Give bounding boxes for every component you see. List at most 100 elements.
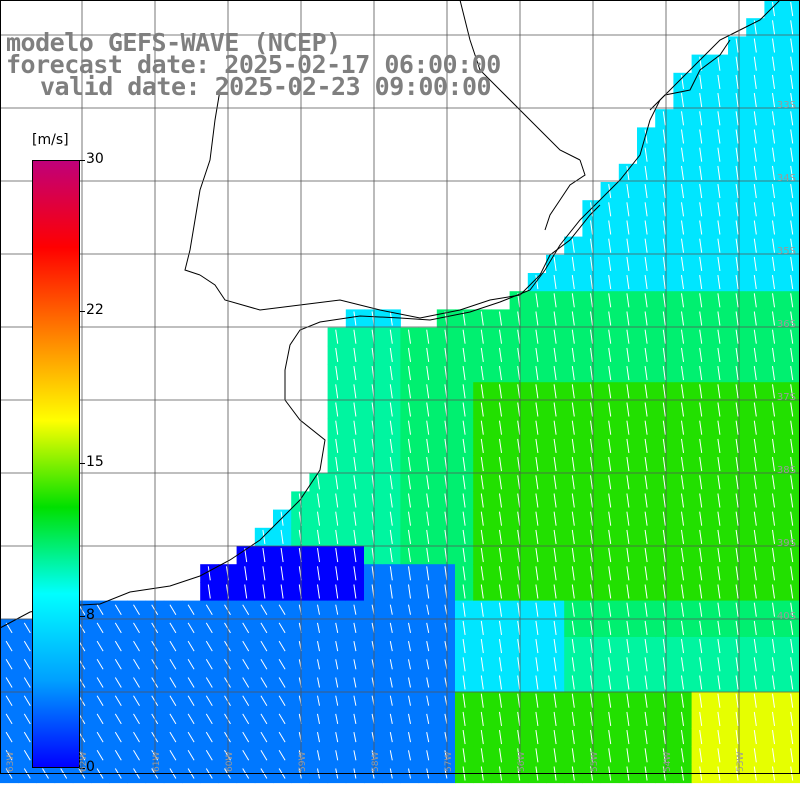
wind-arrow	[790, 639, 794, 654]
wind-arrow	[717, 657, 721, 672]
wind-arrow	[644, 165, 648, 180]
wind-arrow	[735, 347, 739, 362]
wind-arrow	[353, 366, 357, 381]
wind-arrow	[553, 384, 557, 399]
wind-arrow	[133, 731, 140, 743]
latitude-label: 40S	[776, 611, 796, 622]
wind-arrow	[317, 604, 320, 615]
wind-arrow	[335, 493, 339, 508]
wind-arrow	[444, 750, 448, 761]
wind-arrow	[389, 311, 393, 326]
wind-arrow	[133, 640, 140, 652]
wind-arrow	[517, 748, 521, 763]
wind-arrow	[517, 620, 521, 635]
wind-arrow	[499, 329, 502, 344]
wind-arrow	[753, 93, 757, 108]
wind-arrow	[681, 165, 684, 180]
wind-arrow	[535, 748, 539, 763]
wind-arrow	[590, 620, 593, 635]
wind-arrow	[535, 384, 539, 399]
wind-arrow	[517, 730, 521, 745]
wind-arrow	[553, 602, 557, 617]
wind-arrow	[735, 184, 739, 199]
wind-arrow	[681, 93, 684, 108]
wind-arrow	[389, 659, 393, 670]
colorbar	[32, 160, 80, 768]
wind-arrow	[735, 475, 739, 490]
wind-arrow	[662, 293, 666, 308]
wind-arrow	[662, 548, 666, 563]
wind-arrow	[335, 384, 339, 399]
wind-arrow	[553, 657, 557, 672]
wind-arrow	[772, 93, 775, 108]
wind-arrow	[133, 604, 140, 615]
wind-arrow	[681, 184, 684, 199]
wind-arrow	[699, 620, 703, 635]
wind-arrow	[408, 402, 411, 417]
wind-arrow	[608, 457, 612, 472]
wind-arrow	[662, 693, 666, 708]
wind-arrow	[644, 457, 648, 472]
wind-arrow	[5, 695, 13, 706]
border-uruguay-lower	[544, 159, 586, 231]
wind-arrow	[480, 420, 484, 435]
wind-arrow	[389, 475, 393, 490]
wind-arrow	[426, 750, 430, 761]
wind-arrow	[499, 493, 502, 508]
wind-arrow	[626, 475, 630, 490]
wind-arrow	[571, 529, 575, 544]
wind-arrow	[408, 511, 411, 526]
wind-arrow	[772, 165, 775, 180]
wind-arrow	[608, 657, 612, 672]
wind-arrow	[681, 329, 684, 344]
wind-arrow	[681, 620, 684, 635]
wind-arrow	[462, 511, 466, 526]
wind-arrow	[644, 529, 648, 544]
wind-arrow	[353, 622, 357, 633]
wind-arrow	[790, 420, 794, 435]
wind-arrow	[717, 475, 721, 490]
wind-arrow	[535, 293, 539, 308]
wind-arrow	[662, 165, 666, 180]
wind-arrow	[462, 693, 466, 708]
wind-arrow	[790, 38, 794, 53]
wind-arrow	[389, 420, 393, 435]
wind-arrow	[790, 402, 794, 417]
wind-arrow	[753, 111, 757, 126]
longitude-label: 57W	[444, 751, 454, 772]
wind-arrow	[462, 475, 466, 490]
wind-arrow	[571, 620, 575, 635]
latitude-label: 35S	[776, 246, 796, 257]
wind-arrow	[571, 256, 575, 271]
wind-arrow	[699, 420, 703, 435]
wind-arrow	[772, 184, 775, 199]
wind-arrow	[772, 147, 775, 162]
wind-arrow	[242, 677, 250, 688]
wind-arrow	[644, 347, 648, 362]
wind-arrow	[772, 420, 775, 435]
wind-arrow	[790, 256, 794, 271]
wind-arrow	[717, 620, 721, 635]
wind-arrow	[187, 731, 195, 743]
wind-arrow	[426, 420, 430, 435]
wind-arrow	[5, 677, 13, 688]
wind-arrow	[735, 293, 739, 308]
wind-arrow	[753, 202, 757, 217]
wind-arrow	[408, 493, 411, 508]
wind-arrow	[772, 620, 775, 635]
wind-arrow	[772, 56, 775, 71]
wind-arrow	[753, 384, 757, 399]
wind-arrow	[317, 584, 320, 599]
wind-arrow	[753, 238, 757, 253]
wind-arrow	[571, 329, 575, 344]
wind-arrow	[571, 730, 575, 745]
wind-arrow	[717, 366, 721, 381]
wind-arrow	[353, 347, 357, 362]
wind-arrow	[590, 475, 593, 490]
wind-arrow	[772, 366, 775, 381]
wind-arrow	[426, 622, 430, 633]
wind-arrow	[608, 275, 612, 290]
border-argentina	[184, 89, 221, 276]
wind-arrow	[699, 165, 703, 180]
